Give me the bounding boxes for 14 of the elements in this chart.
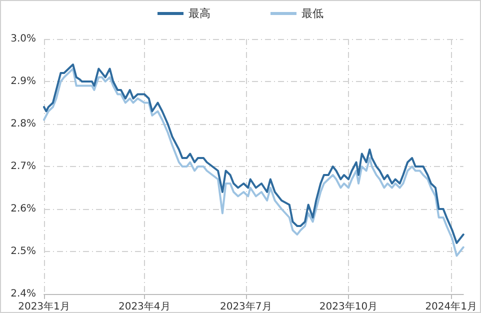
y-tick-label: 2.7% (10, 161, 36, 172)
x-tick-label: 2023年4月 (118, 300, 170, 312)
y-tick-label: 3.0% (10, 34, 36, 44)
legend-label: 最低 (302, 7, 324, 20)
y-tick-label: 2.5% (10, 246, 36, 257)
x-tick-label: 2024年1月 (425, 300, 477, 312)
y-tick-label: 2.6% (10, 204, 36, 214)
y-tick-label: 2.9% (10, 76, 36, 87)
legend-label: 最高 (188, 7, 210, 20)
y-tick-label: 2.4% (10, 288, 36, 300)
x-tick-label: 2023年7月 (220, 300, 272, 312)
x-tick-label: 2023年1月 (18, 300, 70, 312)
x-tick-label: 2023年10月 (319, 300, 378, 312)
y-tick-label: 2.8% (10, 118, 36, 130)
